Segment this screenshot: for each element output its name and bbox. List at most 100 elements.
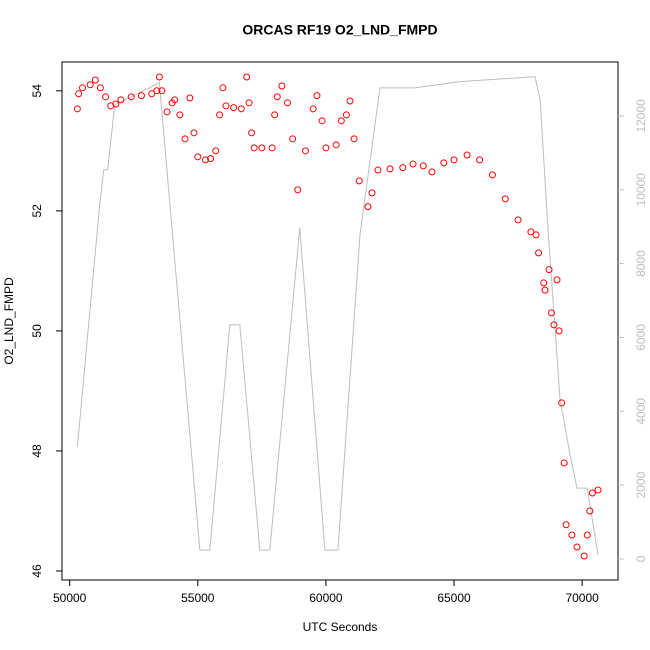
y-tick-label: 50 <box>30 324 44 338</box>
plot-frame <box>61 61 619 581</box>
data-point <box>541 286 549 294</box>
data-point <box>364 203 372 211</box>
data-point <box>283 99 291 107</box>
data-point <box>245 99 253 107</box>
x-tick-label: 70000 <box>565 591 599 605</box>
data-point <box>158 87 166 95</box>
y2-tick-label: 10000 <box>634 173 648 207</box>
data-point <box>78 84 86 92</box>
data-point <box>368 189 376 197</box>
data-point <box>588 489 596 497</box>
data-point <box>250 144 258 152</box>
y-tick-label: 48 <box>30 444 44 458</box>
data-point <box>313 92 321 100</box>
x-axis-title: UTC Seconds <box>303 620 378 634</box>
data-point <box>547 309 555 317</box>
data-point <box>555 327 563 335</box>
data-point <box>532 231 540 239</box>
data-point <box>488 171 496 179</box>
y-tick-label: 52 <box>30 204 44 218</box>
data-point <box>562 521 570 529</box>
data-point <box>573 543 581 551</box>
y-tick-label: 54 <box>30 84 44 98</box>
y2-tick-label: 6000 <box>634 324 648 351</box>
data-point <box>176 111 184 119</box>
data-point <box>332 141 340 149</box>
data-point <box>501 195 509 203</box>
data-point <box>301 147 309 155</box>
data-point <box>117 96 125 104</box>
data-point <box>237 105 245 113</box>
y2-tick-label: 4000 <box>634 398 648 425</box>
data-point <box>560 459 568 467</box>
data-point <box>102 93 110 101</box>
data-point <box>355 177 363 185</box>
data-point <box>558 399 566 407</box>
data-point <box>399 164 407 172</box>
data-point <box>440 159 448 167</box>
data-point <box>137 92 145 100</box>
data-point <box>553 276 561 284</box>
data-point <box>594 486 602 494</box>
x-tick-label: 50000 <box>53 591 87 605</box>
data-point <box>194 153 202 161</box>
y2-tick-label: 8000 <box>634 250 648 277</box>
data-point <box>289 135 297 143</box>
altitude-line <box>76 76 599 555</box>
data-point <box>230 104 238 112</box>
data-point <box>350 135 358 143</box>
data-point <box>148 90 156 98</box>
data-point <box>216 111 224 119</box>
data-point <box>258 144 266 152</box>
data-point <box>419 162 427 170</box>
data-point <box>86 81 94 89</box>
data-point <box>322 144 330 152</box>
x-tick-label: 60000 <box>309 591 343 605</box>
data-point <box>112 100 120 108</box>
data-point <box>190 129 198 137</box>
data-point <box>294 186 302 194</box>
y-axis-title: O2_LND_FMPD <box>2 277 16 365</box>
data-point <box>514 216 522 224</box>
data-point <box>450 156 458 164</box>
y2-tick-label: 0 <box>634 555 648 562</box>
data-point <box>545 266 553 274</box>
data-point <box>346 97 354 105</box>
chart-title: ORCAS RF19 O2_LND_FMPD <box>242 22 437 38</box>
data-point <box>580 552 588 560</box>
data-point <box>586 507 594 515</box>
data-point <box>73 105 81 113</box>
data-point <box>153 87 161 95</box>
data-point <box>75 90 83 98</box>
data-point <box>91 76 99 84</box>
data-point <box>163 108 171 116</box>
data-point <box>273 93 281 101</box>
y-tick-label: 46 <box>30 564 44 578</box>
x-tick-label: 55000 <box>181 591 215 605</box>
data-point <box>212 147 220 155</box>
data-point <box>243 73 251 81</box>
data-point <box>201 156 209 164</box>
data-point <box>222 102 230 110</box>
data-point <box>181 135 189 143</box>
x-tick-label: 65000 <box>437 591 471 605</box>
data-point <box>550 321 558 329</box>
data-point <box>248 129 256 137</box>
data-point <box>155 73 163 81</box>
data-point <box>186 94 194 102</box>
data-point <box>207 155 215 163</box>
data-point <box>127 93 135 101</box>
data-point <box>96 84 104 92</box>
data-point <box>342 111 350 119</box>
data-point <box>463 151 471 159</box>
y2-tick-label: 12000 <box>634 99 648 133</box>
data-point <box>428 168 436 176</box>
data-point <box>409 160 417 168</box>
data-point <box>309 105 317 113</box>
data-point <box>337 117 345 125</box>
data-point <box>540 279 548 287</box>
data-point <box>219 84 227 92</box>
data-point <box>318 117 326 125</box>
data-point <box>535 249 543 257</box>
